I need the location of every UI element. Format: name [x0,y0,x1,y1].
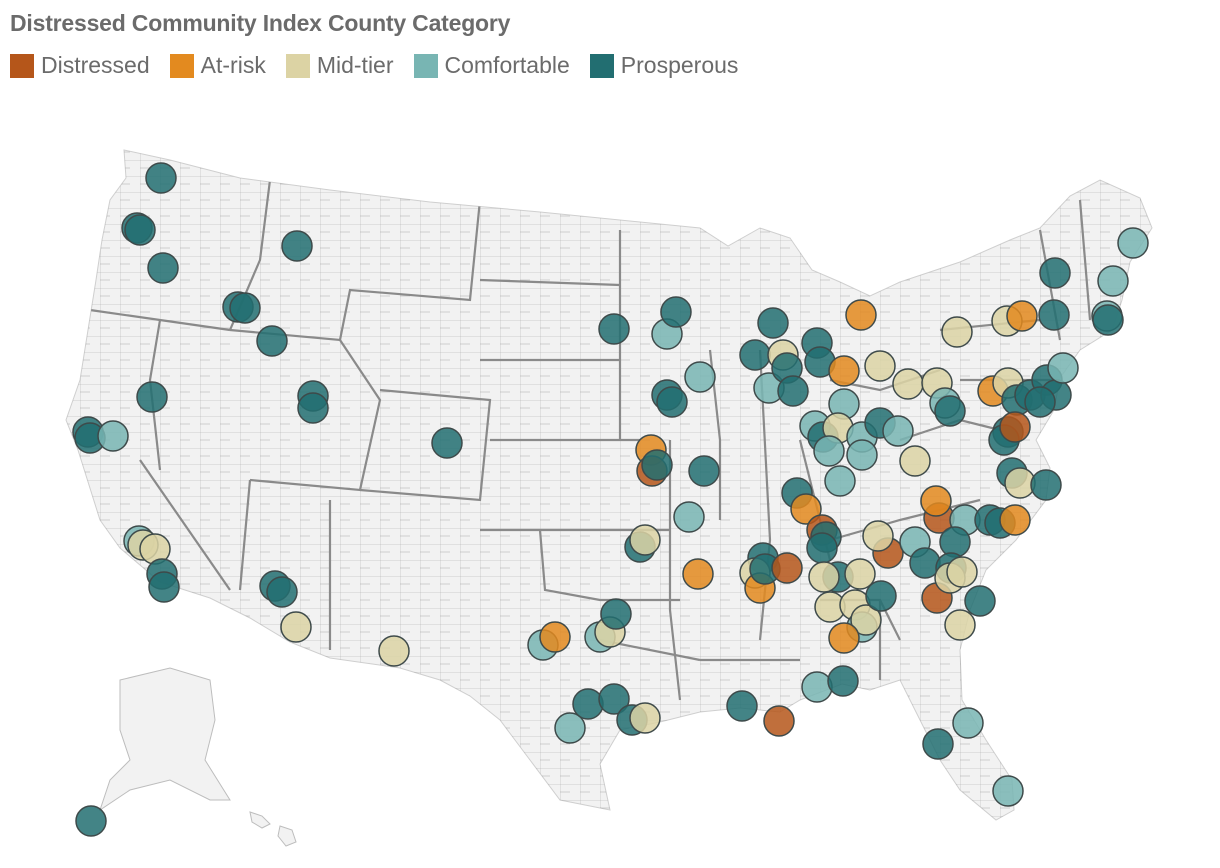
legend-swatch-mid-tier [285,53,310,78]
legend-item-prosperous[interactable]: Prosperous [589,52,739,79]
county-marker-distressed[interactable] [763,705,795,737]
county-marker-at-risk[interactable] [845,299,877,331]
legend-item-distressed[interactable]: Distressed [10,52,150,79]
county-marker-prosperous[interactable] [600,598,632,630]
county-marker-mid-tier[interactable] [808,561,840,593]
legend-label-at-risk: At-risk [200,52,266,78]
county-marker-prosperous[interactable] [865,580,897,612]
county-marker-prosperous[interactable] [145,162,177,194]
county-marker-at-risk[interactable] [999,504,1031,536]
state-boundaries [89,179,1092,701]
county-marker-comfortable[interactable] [813,435,845,467]
county-marker-prosperous[interactable] [964,585,996,617]
county-marker-at-risk[interactable] [790,493,822,525]
county-marker-mid-tier[interactable] [862,520,894,552]
county-marker-comfortable[interactable] [1047,352,1079,384]
county-marker-mid-tier[interactable] [941,316,973,348]
county-markers [72,162,1149,837]
county-marker-prosperous[interactable] [1092,304,1124,336]
county-marker-comfortable[interactable] [952,707,984,739]
legend-swatch-at-risk [169,53,194,78]
county-marker-prosperous[interactable] [1030,469,1062,501]
county-marker-prosperous[interactable] [229,292,261,324]
county-marker-prosperous[interactable] [598,313,630,345]
county-marker-prosperous[interactable] [726,690,758,722]
county-marker-at-risk[interactable] [1006,300,1038,332]
county-marker-mid-tier[interactable] [629,524,661,556]
county-marker-at-risk[interactable] [828,355,860,387]
legend-item-at-risk[interactable]: At-risk [169,52,266,79]
county-marker-prosperous[interactable] [148,571,180,603]
county-marker-prosperous[interactable] [641,449,673,481]
county-marker-prosperous[interactable] [1039,257,1071,289]
county-marker-prosperous[interactable] [1038,299,1070,331]
legend-item-comfortable[interactable]: Comfortable [413,52,570,79]
county-marker-prosperous[interactable] [136,381,168,413]
county-marker-mid-tier[interactable] [280,611,312,643]
county-marker-prosperous[interactable] [147,252,179,284]
county-marker-comfortable[interactable] [97,420,129,452]
county-marker-prosperous[interactable] [572,688,604,720]
county-marker-prosperous[interactable] [739,339,771,371]
alaska-shape [99,667,231,812]
county-marker-mid-tier[interactable] [946,556,978,588]
legend-label-comfortable: Comfortable [444,52,570,78]
county-marker-comfortable[interactable] [801,671,833,703]
county-boundaries [66,150,1152,820]
county-marker-mid-tier[interactable] [629,702,661,734]
county-marker-mid-tier[interactable] [864,350,896,382]
county-marker-mid-tier[interactable] [944,609,976,641]
county-marker-mid-tier[interactable] [899,445,931,477]
county-marker-comfortable[interactable] [1097,265,1129,297]
county-marker-prosperous[interactable] [777,375,809,407]
county-marker-prosperous[interactable] [757,307,789,339]
county-marker-comfortable[interactable] [1117,227,1149,259]
county-marker-comfortable[interactable] [684,361,716,393]
county-marker-at-risk[interactable] [920,485,952,517]
county-marker-mid-tier[interactable] [844,558,876,590]
county-marker-comfortable[interactable] [824,465,856,497]
county-marker-comfortable[interactable] [554,712,586,744]
county-marker-prosperous[interactable] [281,230,313,262]
county-marker-comfortable[interactable] [992,775,1024,807]
county-marker-prosperous[interactable] [297,392,329,424]
county-marker-distressed[interactable] [999,411,1031,443]
county-marker-prosperous[interactable] [266,576,298,608]
county-marker-prosperous[interactable] [806,532,838,564]
county-marker-prosperous[interactable] [939,526,971,558]
chart-title: Distressed Community Index County Catego… [10,10,511,36]
county-marker-comfortable[interactable] [882,415,914,447]
legend-item-mid-tier[interactable]: Mid-tier [285,52,394,79]
hawaii-shape [249,811,297,847]
legend-label-prosperous: Prosperous [620,52,739,78]
county-marker-comfortable[interactable] [846,439,878,471]
county-marker-prosperous[interactable] [688,455,720,487]
county-marker-prosperous[interactable] [656,386,688,418]
county-marker-prosperous[interactable] [256,325,288,357]
county-marker-comfortable[interactable] [673,501,705,533]
county-marker-prosperous[interactable] [431,427,463,459]
county-marker-prosperous[interactable] [598,683,630,715]
county-marker-prosperous[interactable] [124,214,156,246]
legend-swatch-distressed [10,53,34,78]
county-marker-prosperous[interactable] [827,665,859,697]
legend-label-distressed: Distressed [41,52,150,78]
county-marker-mid-tier[interactable] [378,635,410,667]
county-marker-mid-tier[interactable] [850,604,882,636]
legend-label-mid-tier: Mid-tier [316,52,394,78]
county-marker-at-risk[interactable] [682,558,714,590]
county-marker-prosperous[interactable] [934,395,966,427]
legend-swatch-comfortable [413,53,438,78]
legend-swatch-prosperous [589,53,614,78]
county-marker-at-risk[interactable] [539,621,571,653]
county-marker-at-risk[interactable] [828,622,860,654]
legend: Distressed At-risk Mid-tier Comfortable … [10,52,758,79]
county-marker-mid-tier[interactable] [892,368,924,400]
county-marker-prosperous[interactable] [660,296,692,328]
county-marker-distressed[interactable] [771,552,803,584]
county-marker-prosperous[interactable] [1024,386,1056,418]
county-marker-prosperous[interactable] [75,805,107,837]
county-marker-prosperous[interactable] [922,728,954,760]
